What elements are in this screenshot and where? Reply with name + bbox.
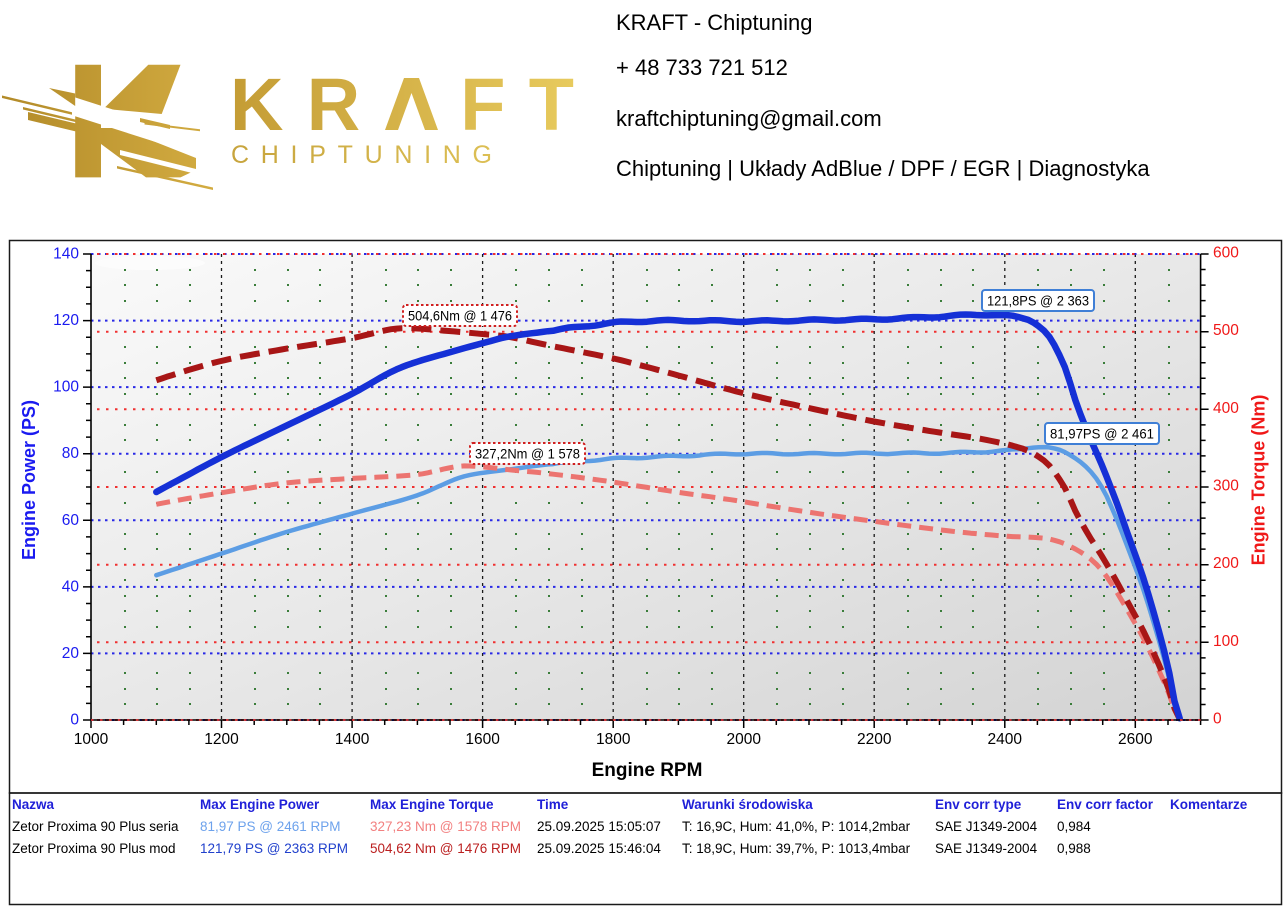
svg-text:1200: 1200 [204, 731, 239, 748]
svg-text:600: 600 [1213, 245, 1239, 262]
svg-text:100: 100 [53, 379, 79, 396]
svg-text:120: 120 [53, 312, 79, 329]
svg-text:Engine RPM: Engine RPM [592, 760, 703, 781]
svg-text:300: 300 [1213, 478, 1239, 495]
svg-text:0: 0 [1213, 711, 1222, 728]
svg-text:60: 60 [62, 512, 80, 529]
svg-text:20: 20 [62, 645, 80, 662]
svg-text:Engine Torque (Nm): Engine Torque (Nm) [1249, 395, 1269, 566]
svg-text:40: 40 [62, 578, 80, 595]
svg-text:80: 80 [62, 445, 80, 462]
svg-text:1400: 1400 [335, 731, 370, 748]
svg-text:0: 0 [70, 712, 79, 729]
svg-text:200: 200 [1213, 555, 1239, 572]
svg-text:Engine Power (PS): Engine Power (PS) [19, 400, 39, 560]
svg-text:2600: 2600 [1118, 731, 1153, 748]
svg-text:2400: 2400 [988, 731, 1023, 748]
svg-text:504,6Nm @ 1 476: 504,6Nm @ 1 476 [408, 308, 512, 324]
svg-text:2200: 2200 [857, 731, 892, 748]
svg-text:1000: 1000 [74, 731, 109, 748]
svg-text:100: 100 [1213, 633, 1239, 650]
svg-text:400: 400 [1213, 400, 1239, 417]
svg-text:1600: 1600 [465, 731, 500, 748]
svg-text:500: 500 [1213, 322, 1239, 339]
svg-text:81,97PS @ 2 461: 81,97PS @ 2 461 [1050, 426, 1154, 442]
svg-text:140: 140 [53, 246, 79, 263]
svg-text:121,8PS @ 2 363: 121,8PS @ 2 363 [987, 293, 1089, 309]
svg-text:327,2Nm @ 1 578: 327,2Nm @ 1 578 [475, 446, 580, 462]
svg-text:CHIPTUNING: CHIPTUNING [231, 141, 501, 169]
svg-text:1800: 1800 [596, 731, 631, 748]
svg-text:2000: 2000 [726, 731, 761, 748]
